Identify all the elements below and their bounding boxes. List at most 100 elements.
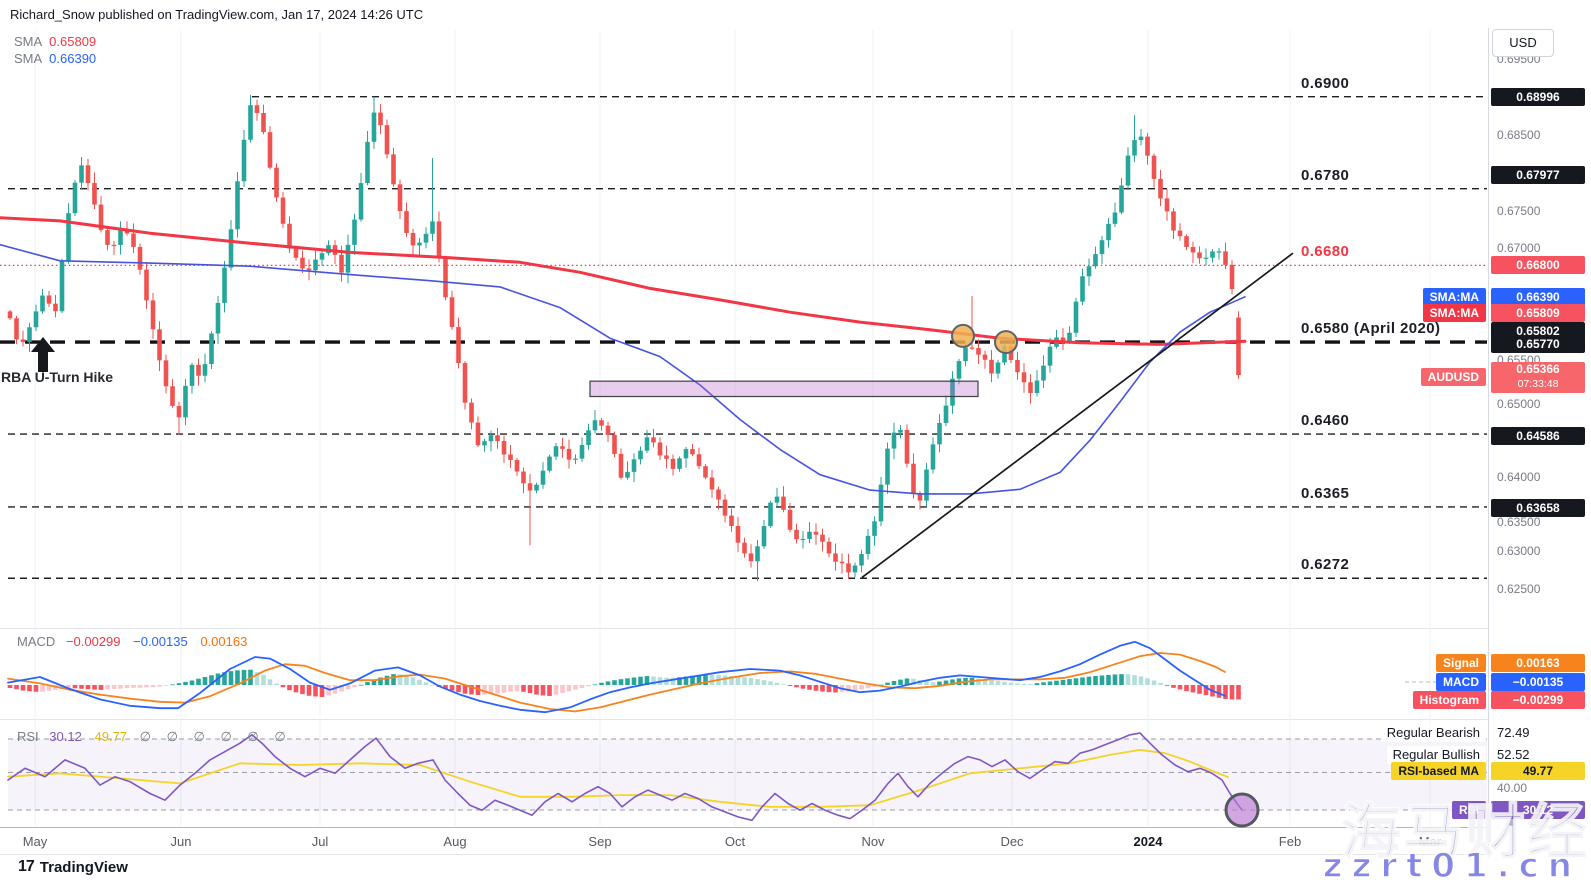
time-axis-month[interactable]: Feb [1278, 834, 1302, 849]
scale-price-badge: 0.66800 [1491, 256, 1585, 274]
scale-price-badge: 0.66390 [1491, 288, 1585, 306]
watermark-url: zzrt01.cn [1322, 845, 1581, 887]
macd-histogram-value: −0.00299 [65, 634, 121, 649]
time-axis-month[interactable]: May [22, 834, 48, 849]
rsi-value: 30.12 [49, 729, 82, 744]
macd-signal-value: 0.00163 [200, 634, 248, 649]
macd-signal-line [7, 652, 1226, 713]
level-label: 0.6460 [1301, 412, 1350, 430]
sma-chip: SMA:MA [1422, 304, 1486, 322]
pane-divider-macd[interactable] [0, 628, 1591, 629]
rsi-scale-value: 49.77 [1491, 762, 1585, 780]
scale-price-badge: 0.67977 [1491, 166, 1585, 184]
support-zone-box [589, 380, 979, 398]
current-price-badge: 0.65366 07:33:48 [1491, 362, 1585, 393]
sma-chip: SMA:MA [1422, 288, 1486, 306]
ascending-trendline [861, 252, 1294, 579]
macd-line-value: −0.00135 [133, 634, 188, 649]
level-label: 0.6680 [1301, 243, 1350, 261]
rsi-scale-value: 30.12 [1491, 801, 1585, 819]
watermark-cjk: 海马财经 [1340, 797, 1589, 869]
time-axis-month[interactable]: 2024 [1133, 834, 1163, 849]
scale-price-badge: 0.65770 [1491, 335, 1585, 353]
time-axis-month[interactable]: Mar [1418, 834, 1442, 849]
level-lines-layer [0, 95, 1487, 579]
time-axis-month[interactable]: Jun [170, 834, 192, 849]
level-label: 0.6365 [1301, 484, 1350, 502]
candles-layer [7, 95, 1241, 582]
macd-label: MACD [17, 634, 56, 649]
sma-200-line [0, 216, 1247, 346]
scale-price-label: 0.64000 [1497, 470, 1541, 484]
touch-highlight-circle [994, 330, 1018, 355]
rsi-ma-line [7, 749, 1229, 808]
rsi-divergence-label: Regular Bullish [1386, 746, 1486, 764]
macd-scale-value: −0.00135 [1491, 673, 1585, 691]
macd-scale-value: 0.00163 [1491, 654, 1585, 672]
sma-legend-1[interactable]: SMA 0.65809 [14, 34, 105, 49]
rsi-divergence-zeros: ∅ ∅ ∅ ∅ ∅ ∅ [139, 729, 292, 744]
rsi-divergence-label: Regular Bearish [1380, 724, 1486, 742]
sma2-value: 0.66390 [49, 51, 97, 66]
scale-price-label: 0.62500 [1497, 582, 1541, 596]
level-label: 0.6900 [1301, 74, 1350, 92]
rsi-label: RSI [17, 729, 39, 744]
macd-scale-chip: Signal [1435, 654, 1486, 672]
sma-50-line [0, 243, 1246, 495]
scale-price-badge: 0.63658 [1491, 499, 1585, 517]
scale-price-label: 0.63500 [1497, 515, 1541, 529]
gridlines-layer [34, 30, 1431, 826]
scale-price-label: 0.63000 [1497, 544, 1541, 558]
scale-price-label: 0.67500 [1497, 204, 1541, 218]
rsi-band-layer [8, 738, 1487, 811]
rsi-legend[interactable]: RSI 30.12 49.77 ∅ ∅ ∅ ∅ ∅ ∅ [17, 729, 292, 745]
rsi-ma-value: 49.77 [94, 729, 128, 744]
time-axis-month[interactable]: Dec [1000, 834, 1024, 849]
level-label: 0.6780 [1301, 166, 1350, 184]
tradingview-brand-text: TradingView [39, 858, 128, 876]
time-axis-month[interactable]: Nov [861, 834, 885, 849]
pane-divider-rsi[interactable] [0, 719, 1591, 720]
macd-lines-layer [7, 640, 1486, 714]
scale-price-label: 0.65000 [1497, 397, 1541, 411]
tradingview-logo-icon: 17 [18, 858, 35, 875]
sma-legend-2[interactable]: SMA 0.66390 [14, 51, 105, 66]
publish-header: Richard_Snow published on TradingView.co… [10, 7, 424, 22]
rba-annotation-label[interactable]: RBA U-Turn Hike [1, 369, 113, 385]
macd-line [7, 640, 1226, 714]
rsi-line [7, 732, 1243, 822]
macd-histogram-layer [7, 669, 1241, 700]
level-label: 0.6580 (April 2020) [1301, 320, 1441, 338]
scale-price-badge: 0.64586 [1491, 427, 1585, 445]
time-axis-month[interactable]: Aug [443, 834, 467, 849]
rsi-lines-layer [7, 732, 1260, 828]
level-label: 0.6272 [1301, 556, 1350, 574]
rsi-band [8, 739, 1487, 811]
time-axis[interactable] [0, 827, 1591, 855]
macd-scale-chip: Histogram [1412, 691, 1486, 709]
sma1-label: SMA [14, 34, 43, 49]
overlays-layer [0, 216, 1294, 579]
time-axis-month[interactable]: Jul [311, 834, 329, 849]
macd-scale-value: −0.00299 [1491, 691, 1585, 709]
touch-highlight-circle [951, 323, 975, 348]
footer-brand[interactable]: 17 TradingView [18, 858, 128, 876]
scale-price-badge: 0.65809 [1491, 304, 1585, 322]
scale-price-label: 0.68500 [1497, 128, 1541, 142]
sma1-value: 0.65809 [49, 34, 97, 49]
macd-scale-chip: MACD [1436, 673, 1486, 691]
rsi-ma-chip: RSI-based MA [1391, 762, 1486, 780]
macd-legend[interactable]: MACD −0.00299 −0.00135 0.00163 [17, 634, 256, 649]
currency-unit-button[interactable]: USD [1492, 29, 1554, 57]
time-axis-month[interactable]: Oct [724, 834, 746, 849]
rsi-scale-value: 52.52 [1497, 747, 1530, 762]
sma2-label: SMA [14, 51, 43, 66]
scale-price-badge: 0.68996 [1491, 88, 1585, 106]
scale-price-label: 0.67000 [1497, 241, 1541, 255]
rsi-scale-value: 72.49 [1497, 725, 1530, 740]
time-axis-month[interactable]: Sep [588, 834, 612, 849]
rsi-scale-value: 40.00 [1497, 781, 1528, 795]
rba-up-arrow-icon [31, 337, 55, 372]
